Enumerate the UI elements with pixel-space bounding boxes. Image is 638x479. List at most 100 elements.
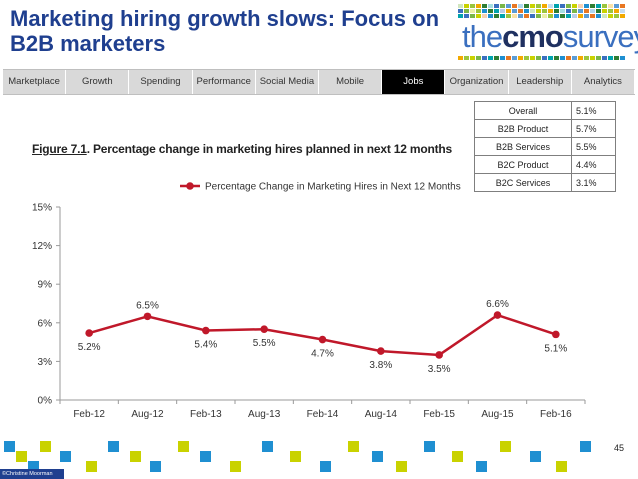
logo-tile [554, 56, 559, 60]
footer-tile [580, 441, 591, 452]
figure-caption: Figure 7.1. Percentage change in marketi… [32, 142, 452, 156]
data-point [493, 311, 502, 319]
segment-label: Overall [474, 101, 572, 120]
segment-value: 5.1% [571, 101, 616, 120]
footer-tile [424, 441, 435, 452]
logo-tile [524, 4, 529, 8]
data-label: 5.5% [253, 338, 276, 349]
nav-tab-performance[interactable]: Performance [193, 70, 256, 94]
logo-tile [512, 56, 517, 60]
logo-tile [506, 56, 511, 60]
logo-tile [620, 9, 625, 13]
hiring-line-chart: 0% 3% 6% 9% 12% 15% Feb-12 Aug-12 Feb-13 Aug-13 Fe… [32, 182, 586, 420]
x-tick-label: Feb-13 [190, 409, 222, 420]
nav-tab-marketplace[interactable]: Marketplace [3, 70, 67, 94]
logo-tile [620, 4, 625, 8]
figure-number: Figure 7.1 [32, 142, 87, 156]
logo-tile [584, 4, 589, 8]
data-label: 5.2% [78, 342, 101, 353]
logo-tile [590, 4, 595, 8]
nav-tab-leadership[interactable]: Leadership [509, 70, 572, 94]
nav-tab-growth[interactable]: Growth [66, 70, 130, 94]
logo-tile [608, 9, 613, 13]
logo-tile [542, 14, 547, 18]
logo-tile [590, 14, 595, 18]
logo-tile [578, 14, 583, 18]
logo-tile [536, 14, 541, 18]
page-number: 45 [614, 443, 625, 453]
logo-tile [494, 56, 499, 60]
segment-value: 5.7% [571, 119, 616, 138]
logo-tile [548, 9, 553, 13]
footer-tile [290, 451, 301, 462]
logo-tile [476, 14, 481, 18]
logo-tile [572, 56, 577, 60]
logo-tile [536, 56, 541, 60]
logo-tile [536, 4, 541, 8]
x-tick-label: Feb-14 [307, 409, 339, 420]
logo-tile [518, 9, 523, 13]
logo-tile [596, 14, 601, 18]
data-label: 3.8% [369, 360, 392, 371]
slide-title: Marketing hiring growth slows: Focus on … [10, 6, 440, 56]
logo-tile [590, 56, 595, 60]
logo-tile [596, 56, 601, 60]
logo-tile [596, 9, 601, 13]
data-label: 5.1% [544, 343, 567, 354]
logo-tile [566, 56, 571, 60]
nav-tab-social-media[interactable]: Social Media [256, 70, 320, 94]
footer-tile [452, 451, 463, 462]
nav-tab-analytics[interactable]: Analytics [572, 70, 636, 94]
x-tick-label: Feb-16 [540, 409, 572, 420]
logo-tile [506, 14, 511, 18]
footer-tile [556, 461, 567, 472]
logo-tile [614, 14, 619, 18]
logo-tile [602, 4, 607, 8]
logo-tile [572, 14, 577, 18]
nav-tab-organization[interactable]: Organization [445, 70, 509, 94]
logo-tile [464, 14, 469, 18]
y-tick-label: 6% [38, 318, 53, 329]
logo-mosaic-bottom [458, 56, 630, 64]
logo-tile [548, 4, 553, 8]
logo-tile [560, 9, 565, 13]
logo-tile [578, 56, 583, 60]
footer-tile [178, 441, 189, 452]
logo-tile [512, 14, 517, 18]
logo-tile [500, 56, 505, 60]
section-nav: Marketplace Growth Spending Performance Soci… [3, 69, 636, 95]
logo-tile [530, 9, 535, 13]
data-label: 5.4% [194, 340, 217, 351]
footer-tile [4, 441, 15, 452]
logo-tile [578, 9, 583, 13]
logo-tile [464, 9, 469, 13]
logo-tile [506, 9, 511, 13]
logo-tile [464, 56, 469, 60]
logo-tile [578, 4, 583, 8]
logo-tile [506, 4, 511, 8]
logo-tile [494, 14, 499, 18]
logo-tile [536, 9, 541, 13]
segment-row: B2B Product 5.7% [474, 119, 616, 138]
logo-tile [602, 14, 607, 18]
data-point [85, 329, 93, 337]
legend-marker [186, 182, 194, 190]
footer-tile [60, 451, 71, 462]
nav-tab-spending[interactable]: Spending [129, 70, 193, 94]
logo-tile [524, 56, 529, 60]
segment-row: B2B Services 5.5% [474, 137, 616, 156]
logo-tile [512, 9, 517, 13]
x-tick-label: Aug-15 [481, 409, 514, 420]
x-tick-label: Aug-12 [131, 409, 164, 420]
logo-tile [608, 56, 613, 60]
logo-tile [614, 4, 619, 8]
segment-row: B2C Services 3.1% [474, 173, 616, 192]
legend-label: Percentage Change in Marketing Hires in … [205, 182, 461, 193]
copyright-notice: ©Christine Moorman [0, 469, 64, 479]
data-point [260, 325, 268, 334]
data-label: 3.5% [428, 364, 451, 375]
logo-tile [518, 4, 523, 8]
nav-tab-mobile[interactable]: Mobile [319, 70, 383, 94]
segment-label: B2B Product [474, 119, 572, 138]
nav-tab-jobs[interactable]: Jobs [382, 70, 446, 94]
